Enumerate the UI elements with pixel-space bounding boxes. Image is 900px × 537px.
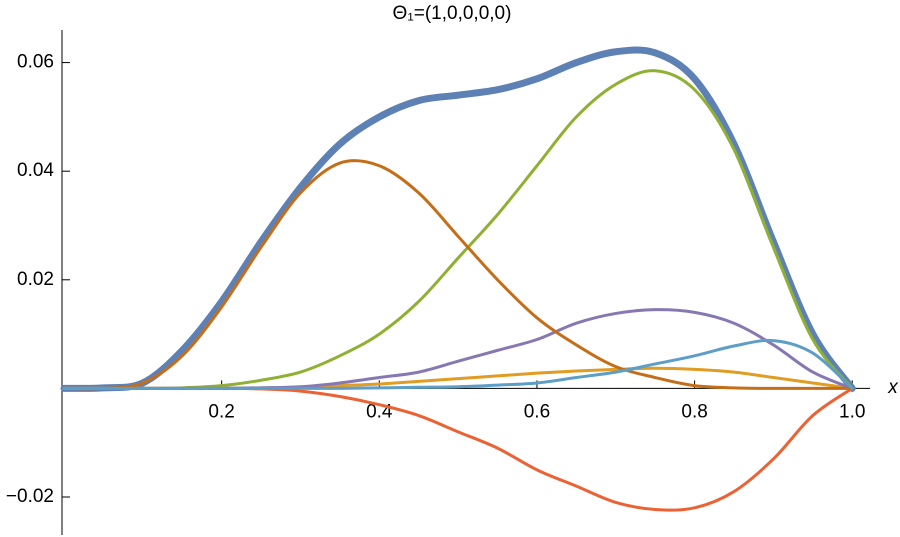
y-tick-label: −0.02 xyxy=(6,486,54,507)
series-line xyxy=(62,69,854,390)
series-line xyxy=(60,46,856,392)
x-tick-label: 0.8 xyxy=(681,401,707,422)
series-line xyxy=(62,159,854,391)
x-tick-label: 0.2 xyxy=(208,401,234,422)
series-line xyxy=(62,338,854,390)
y-tick-label: 0.06 xyxy=(17,52,54,73)
x-tick-label: 1.0 xyxy=(839,401,865,422)
y-tick-label: 0.04 xyxy=(17,160,54,181)
x-tick-label: 0.6 xyxy=(524,401,550,422)
x-axis-label: x xyxy=(887,377,899,398)
chart-title: Θ₁=(1,0,0,0,0) xyxy=(393,3,512,24)
y-tick-label: 0.02 xyxy=(17,269,54,290)
series-line xyxy=(62,386,854,512)
